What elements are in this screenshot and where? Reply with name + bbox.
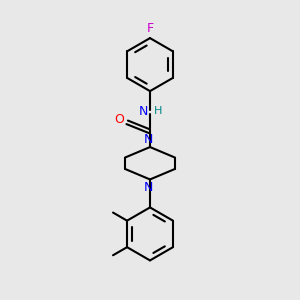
Text: N: N	[139, 105, 148, 118]
Text: F: F	[146, 22, 154, 34]
Text: N: N	[143, 181, 153, 194]
Text: O: O	[115, 113, 124, 126]
Text: H: H	[154, 106, 162, 116]
Text: N: N	[143, 133, 153, 146]
